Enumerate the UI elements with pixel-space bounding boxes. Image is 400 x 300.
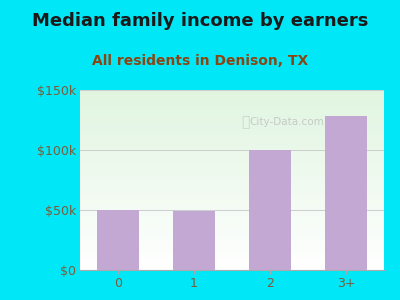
Bar	[173, 211, 215, 270]
Text: City-Data.com: City-Data.com	[249, 117, 324, 128]
Text: All residents in Denison, TX: All residents in Denison, TX	[92, 54, 308, 68]
Bar	[97, 210, 139, 270]
Bar	[325, 116, 367, 270]
Text: Ⓜ: Ⓜ	[242, 116, 250, 129]
Text: Median family income by earners: Median family income by earners	[32, 12, 368, 30]
Bar	[249, 150, 291, 270]
